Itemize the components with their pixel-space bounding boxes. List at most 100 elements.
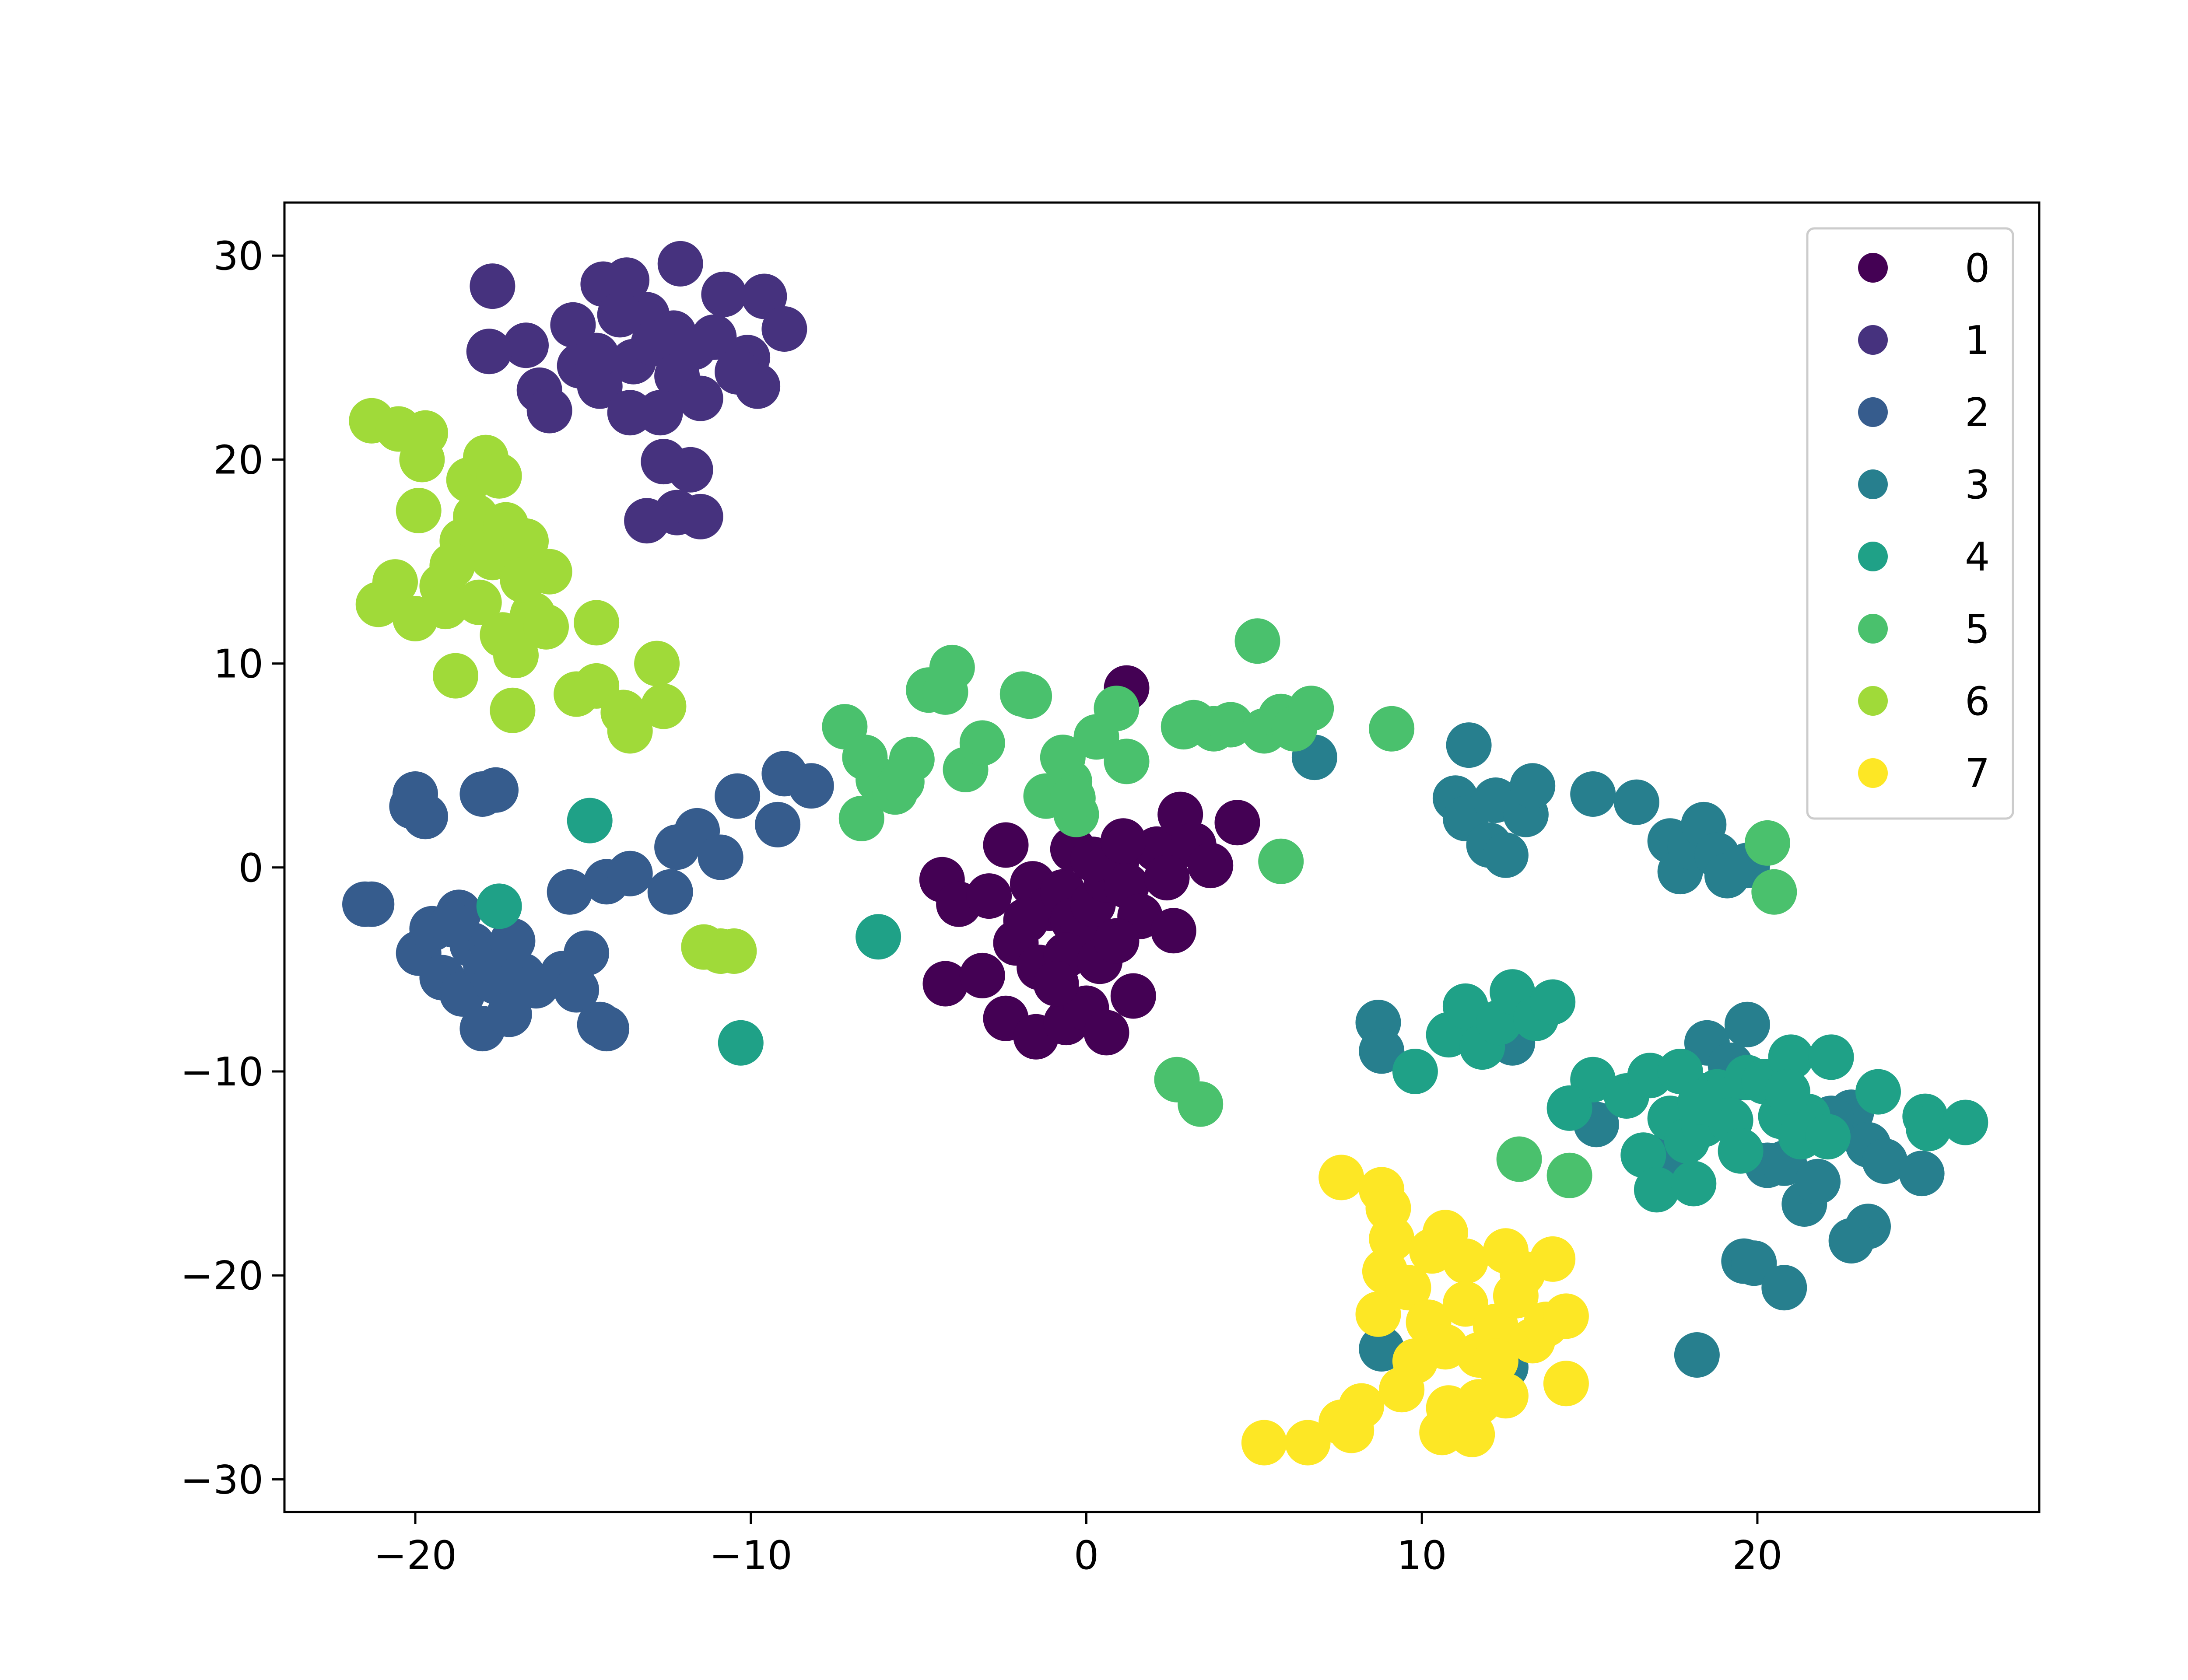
x-axis: −20 −10 0 10 20 bbox=[374, 1512, 1782, 1578]
points-layer bbox=[342, 241, 1988, 1466]
data-point bbox=[959, 720, 1005, 766]
data-point bbox=[634, 640, 680, 686]
series-7 bbox=[1241, 1155, 1589, 1466]
data-point bbox=[1241, 1420, 1287, 1466]
data-point bbox=[1483, 1373, 1529, 1419]
data-point bbox=[624, 498, 670, 544]
data-point bbox=[1178, 1081, 1224, 1127]
data-point bbox=[631, 320, 677, 366]
data-point bbox=[1805, 1114, 1851, 1160]
legend-item-6: 6 bbox=[1858, 679, 1990, 724]
y-axis: −30 −20 −10 0 10 20 30 bbox=[180, 233, 284, 1503]
data-point bbox=[1761, 1265, 1807, 1311]
data-point bbox=[1899, 1151, 1945, 1197]
data-point bbox=[1392, 1049, 1438, 1094]
data-point bbox=[1530, 979, 1576, 1025]
legend-item-1: 1 bbox=[1858, 318, 1990, 364]
data-point bbox=[584, 1006, 630, 1052]
y-tick-label: 20 bbox=[213, 437, 263, 483]
data-point bbox=[503, 322, 549, 368]
legend-label: 1 bbox=[1965, 318, 1990, 364]
x-tick-label: −10 bbox=[709, 1533, 792, 1578]
data-point bbox=[574, 600, 620, 646]
data-point bbox=[677, 375, 723, 421]
x-tick-label: 0 bbox=[1074, 1533, 1099, 1578]
data-point bbox=[761, 306, 807, 352]
data-point bbox=[715, 773, 761, 819]
data-point bbox=[597, 292, 643, 338]
data-point bbox=[1546, 1085, 1592, 1131]
data-point bbox=[423, 584, 468, 630]
data-point bbox=[1674, 1332, 1720, 1378]
data-point bbox=[1731, 1240, 1777, 1286]
data-point bbox=[1543, 1293, 1589, 1339]
data-point bbox=[1083, 1010, 1129, 1056]
data-point bbox=[1906, 1106, 1951, 1152]
data-point bbox=[399, 437, 445, 483]
data-point bbox=[567, 798, 613, 844]
legend-marker bbox=[1858, 686, 1888, 716]
data-point bbox=[922, 961, 968, 1007]
data-point bbox=[701, 271, 747, 317]
series-0 bbox=[919, 665, 1260, 1060]
data-point bbox=[647, 869, 693, 915]
data-point bbox=[667, 447, 713, 493]
data-point bbox=[1724, 1001, 1770, 1047]
data-point bbox=[1943, 1099, 1988, 1145]
data-point bbox=[1808, 1034, 1854, 1080]
data-point bbox=[1003, 898, 1049, 943]
data-point bbox=[1510, 763, 1556, 809]
data-point bbox=[526, 388, 572, 434]
legend-label: 4 bbox=[1965, 534, 1990, 580]
data-point bbox=[473, 767, 519, 813]
legend-item-0: 0 bbox=[1858, 245, 1990, 291]
y-tick-label: 30 bbox=[213, 233, 263, 279]
data-point bbox=[1369, 706, 1415, 752]
data-point bbox=[1446, 722, 1492, 768]
data-point bbox=[735, 363, 781, 409]
legend-item-7: 7 bbox=[1858, 751, 1990, 797]
data-point bbox=[1546, 1152, 1592, 1198]
data-point bbox=[493, 633, 539, 678]
legend-item-4: 4 bbox=[1858, 534, 1990, 580]
legend-label: 5 bbox=[1965, 606, 1990, 652]
data-point bbox=[637, 390, 683, 436]
data-point bbox=[641, 683, 687, 729]
series-5 bbox=[822, 618, 1797, 1198]
data-point bbox=[1473, 1338, 1518, 1384]
data-point bbox=[466, 329, 512, 374]
series-1 bbox=[466, 241, 807, 544]
data-point bbox=[1050, 775, 1096, 821]
data-point bbox=[1006, 673, 1052, 719]
data-point bbox=[1496, 1136, 1542, 1182]
data-point bbox=[1449, 1411, 1495, 1457]
x-tick-label: 20 bbox=[1732, 1533, 1783, 1578]
legend-label: 6 bbox=[1965, 679, 1990, 724]
data-point bbox=[755, 802, 801, 847]
data-point bbox=[547, 869, 593, 915]
data-point bbox=[476, 453, 522, 499]
data-point bbox=[1442, 1238, 1488, 1284]
legend-label: 2 bbox=[1965, 390, 1990, 436]
data-point bbox=[456, 579, 502, 625]
data-point bbox=[1379, 1367, 1425, 1413]
data-point bbox=[856, 914, 901, 960]
data-point bbox=[1318, 1155, 1364, 1200]
data-point bbox=[1543, 1361, 1589, 1407]
data-point bbox=[1188, 843, 1234, 889]
legend-item-3: 3 bbox=[1858, 462, 1990, 508]
legend-marker bbox=[1858, 614, 1888, 644]
data-point bbox=[1359, 1028, 1405, 1074]
data-point bbox=[1855, 1069, 1901, 1115]
data-point bbox=[564, 930, 610, 976]
legend-label: 3 bbox=[1965, 462, 1990, 508]
data-point bbox=[1613, 779, 1659, 825]
data-point bbox=[1483, 832, 1529, 878]
data-point bbox=[1530, 1236, 1576, 1282]
legend-marker bbox=[1858, 253, 1888, 283]
data-point bbox=[718, 1020, 764, 1066]
data-point bbox=[966, 873, 1012, 919]
y-tick-label: −30 bbox=[180, 1457, 263, 1503]
data-point bbox=[929, 644, 975, 690]
